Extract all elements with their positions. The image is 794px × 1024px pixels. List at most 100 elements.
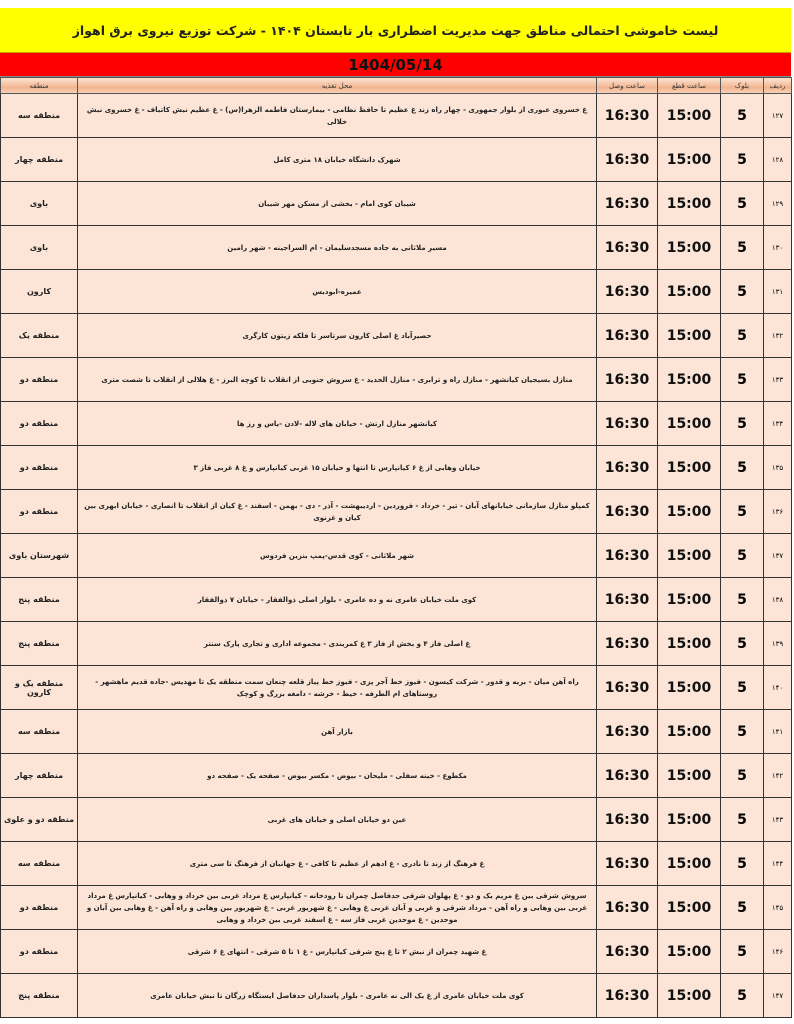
location-cell: کوی ملت خیابان عامری نه و ده عامری - بلو…	[77, 577, 597, 622]
connect-time-cell: 16:30	[596, 841, 658, 886]
row-number-cell: ۱۲۷	[763, 93, 792, 138]
table-row: ۱۲۸ 5 15:00 16:30 شهرک دانشگاه خیابان ۱۸ متر…	[0, 137, 792, 182]
cut-time-cell: 15:00	[657, 137, 721, 182]
region-cell: منطقه سه	[0, 93, 78, 138]
cut-time-cell: 15:00	[657, 357, 721, 402]
block-number-cell: 5	[720, 885, 764, 930]
cut-time-cell: 15:00	[657, 665, 721, 710]
header-cut-time: ساعت قطع	[657, 77, 721, 94]
table-row: ۱۴۱ 5 15:00 16:30 بازار آهن منطقه سه	[0, 709, 792, 754]
row-number-cell: ۱۳۰	[763, 225, 792, 270]
row-number-cell: ۱۳۸	[763, 577, 792, 622]
region-cell: شهرستان باوی	[0, 533, 78, 578]
cut-time-cell: 15:00	[657, 709, 721, 754]
block-number-cell: 5	[720, 489, 764, 534]
region-cell: منطقه دو	[0, 357, 78, 402]
table-row: ۱۲۹ 5 15:00 16:30 شیبان کوی امام - بخشی از م…	[0, 181, 792, 226]
block-number-cell: 5	[720, 929, 764, 974]
block-number-cell: 5	[720, 797, 764, 842]
cut-time-cell: 15:00	[657, 181, 721, 226]
cut-time-cell: 15:00	[657, 621, 721, 666]
connect-time-cell: 16:30	[596, 181, 658, 226]
row-number-cell: ۱۳۹	[763, 621, 792, 666]
location-cell: غ شهید چمران از نبش ۲ تا غ پنج شرقی کیان…	[77, 929, 597, 974]
table-row: ۱۳۳ 5 15:00 16:30 منازل بسیجیان کیانشهر - من…	[0, 357, 792, 402]
connect-time-cell: 16:30	[596, 93, 658, 138]
block-number-cell: 5	[720, 225, 764, 270]
table-row: ۱۴۰ 5 15:00 16:30 راه آهن میان - بریه و قدور…	[0, 665, 792, 710]
region-cell: منطقه چهار	[0, 137, 78, 182]
block-number-cell: 5	[720, 709, 764, 754]
block-number-cell: 5	[720, 93, 764, 138]
connect-time-cell: 16:30	[596, 313, 658, 358]
table-row: ۱۳۸ 5 15:00 16:30 کوی ملت خیابان عامری نه و …	[0, 577, 792, 622]
location-cell: سروش شرقی بین غ مریم یک و دو - غ پهلوان …	[77, 885, 597, 930]
block-number-cell: 5	[720, 533, 764, 578]
location-cell: شهرک دانشگاه خیابان ۱۸ متری کامل	[77, 137, 597, 182]
row-number-cell: ۱۴۷	[763, 973, 792, 1018]
cut-time-cell: 15:00	[657, 841, 721, 886]
block-number-cell: 5	[720, 753, 764, 798]
connect-time-cell: 16:30	[596, 885, 658, 930]
table-row: ۱۳۰ 5 15:00 16:30 مسیر ملاثانی به جاده مسجدس…	[0, 225, 792, 270]
block-number-cell: 5	[720, 621, 764, 666]
block-number-cell: 5	[720, 357, 764, 402]
region-cell: منطقه دو	[0, 885, 78, 930]
connect-time-cell: 16:30	[596, 753, 658, 798]
connect-time-cell: 16:30	[596, 665, 658, 710]
header-block: بلوک	[720, 77, 764, 94]
table-header: ردیف بلوک ساعت قطع ساعت وصل محل تغذیه من…	[0, 77, 792, 94]
connect-time-cell: 16:30	[596, 269, 658, 314]
cut-time-cell: 15:00	[657, 533, 721, 578]
row-number-cell: ۱۴۲	[763, 753, 792, 798]
cut-time-cell: 15:00	[657, 929, 721, 974]
row-number-cell: ۱۳۵	[763, 445, 792, 490]
row-number-cell: ۱۴۴	[763, 841, 792, 886]
row-number-cell: ۱۳۴	[763, 401, 792, 446]
block-number-cell: 5	[720, 313, 764, 358]
connect-time-cell: 16:30	[596, 621, 658, 666]
cut-time-cell: 15:00	[657, 269, 721, 314]
header-region: منطقه	[0, 77, 78, 94]
cut-time-cell: 15:00	[657, 225, 721, 270]
table-row: ۱۴۲ 5 15:00 16:30 مکطوع - خینه سفلی - ملیحان…	[0, 753, 792, 798]
connect-time-cell: 16:30	[596, 709, 658, 754]
region-cell: باوی	[0, 181, 78, 226]
block-number-cell: 5	[720, 445, 764, 490]
location-cell: راه آهن میان - بریه و قدور - شرکت کیسون …	[77, 665, 597, 710]
cut-time-cell: 15:00	[657, 885, 721, 930]
row-number-cell: ۱۳۳	[763, 357, 792, 402]
table-row: ۱۳۱ 5 15:00 16:30 عمیره-ابودبس کارون	[0, 269, 792, 314]
cut-time-cell: 15:00	[657, 753, 721, 798]
location-cell: کیانشهر منازل ارتش - خیابان های لاله -لا…	[77, 401, 597, 446]
row-number-cell: ۱۳۱	[763, 269, 792, 314]
cut-time-cell: 15:00	[657, 973, 721, 1018]
block-number-cell: 5	[720, 401, 764, 446]
table-row: ۱۴۷ 5 15:00 16:30 کوی ملت خیابان عامری از غ …	[0, 973, 792, 1018]
region-cell: منطقه پنج	[0, 621, 78, 666]
location-cell: غ فرهنگ از زند تا نادری - غ ادهم از عظیم…	[77, 841, 597, 886]
block-number-cell: 5	[720, 137, 764, 182]
header-row: ردیف	[763, 77, 792, 94]
block-number-cell: 5	[720, 269, 764, 314]
region-cell: منطقه دو	[0, 401, 78, 446]
table-row: ۱۴۶ 5 15:00 16:30 غ شهید چمران از نبش ۲ تا غ…	[0, 929, 792, 974]
location-cell: شیبان کوی امام - بخشی از مسکن مهر شیبان	[77, 181, 597, 226]
cut-time-cell: 15:00	[657, 313, 721, 358]
region-cell: منطقه پنج	[0, 973, 78, 1018]
connect-time-cell: 16:30	[596, 929, 658, 974]
row-number-cell: ۱۴۳	[763, 797, 792, 842]
connect-time-cell: 16:30	[596, 577, 658, 622]
connect-time-cell: 16:30	[596, 445, 658, 490]
outage-table: ردیف بلوک ساعت قطع ساعت وصل محل تغذیه من…	[0, 77, 792, 1018]
region-cell: منطقه دو	[0, 445, 78, 490]
location-cell: بازار آهن	[77, 709, 597, 754]
connect-time-cell: 16:30	[596, 225, 658, 270]
table-row: ۱۳۹ 5 15:00 16:30 غ اصلی فاز ۴ و بخش از فاز …	[0, 621, 792, 666]
row-number-cell: ۱۳۲	[763, 313, 792, 358]
region-cell: منطقه سه	[0, 841, 78, 886]
region-cell: منطقه دو و علوی	[0, 797, 78, 842]
location-cell: عمیره-ابودبس	[77, 269, 597, 314]
block-number-cell: 5	[720, 665, 764, 710]
location-cell: مسیر ملاثانی به جاده مسجدسلیمان - ام الس…	[77, 225, 597, 270]
